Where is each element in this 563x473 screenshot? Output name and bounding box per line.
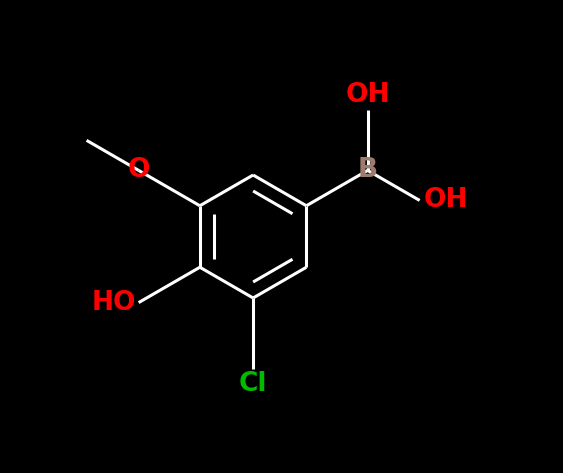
Text: Cl: Cl <box>239 371 267 397</box>
Text: B: B <box>358 158 378 184</box>
Text: OH: OH <box>423 187 468 213</box>
Text: O: O <box>127 158 150 184</box>
Text: HO: HO <box>92 289 136 315</box>
Text: OH: OH <box>345 82 390 108</box>
